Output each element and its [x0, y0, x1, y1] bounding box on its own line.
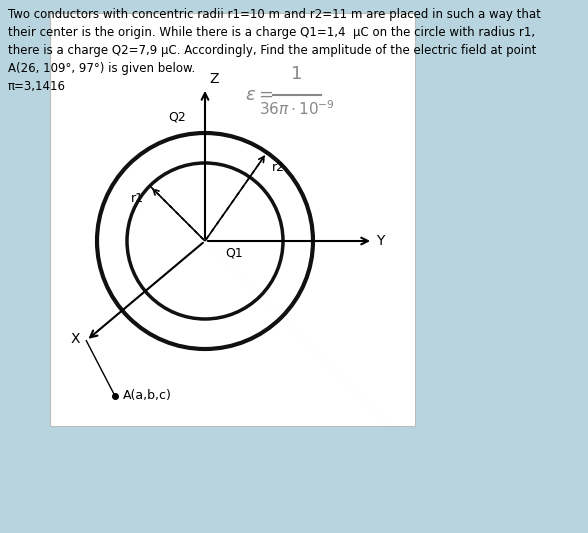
Text: there is a charge Q2=7,9 μC. Accordingly, Find the amplitude of the electric fie: there is a charge Q2=7,9 μC. Accordingly…	[8, 44, 536, 57]
Text: A(26, 109°, 97°) is given below.: A(26, 109°, 97°) is given below.	[8, 62, 195, 75]
Text: $\epsilon=$: $\epsilon=$	[245, 86, 273, 104]
Text: A(a,b,c): A(a,b,c)	[123, 390, 172, 402]
Text: 1: 1	[291, 65, 303, 83]
Text: r2: r2	[272, 160, 285, 174]
Text: X: X	[71, 332, 81, 345]
Text: Two conductors with concentric radii r1=10 m and r2=11 m are placed in such a wa: Two conductors with concentric radii r1=…	[8, 8, 541, 21]
Text: Q2: Q2	[168, 110, 186, 123]
Bar	[50, 13, 415, 426]
Text: $36\pi \cdot 10^{-9}$: $36\pi \cdot 10^{-9}$	[259, 99, 335, 118]
Text: their center is the origin. While there is a charge Q1=1,4  μC on the circle wit: their center is the origin. While there …	[8, 26, 535, 39]
Text: Q1: Q1	[225, 246, 243, 260]
Text: Y: Y	[376, 234, 385, 248]
Text: r1: r1	[131, 192, 144, 205]
Text: Z: Z	[209, 72, 219, 86]
Text: π=3,1416: π=3,1416	[8, 80, 66, 93]
